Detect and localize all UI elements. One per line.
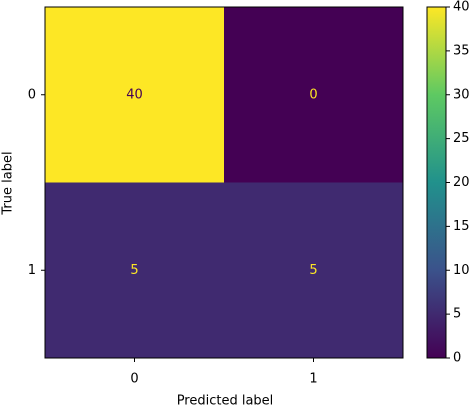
x-axis-label: Predicted label — [177, 394, 274, 408]
x-tick-label: 0 — [130, 372, 138, 387]
y-tick-label: 0 — [28, 87, 36, 102]
colorbar-tick-label: 40 — [453, 0, 470, 15]
cell — [45, 182, 224, 358]
colorbar-tick-label: 30 — [453, 87, 470, 102]
colorbar-tick-label: 0 — [453, 351, 461, 366]
cell-label: 0 — [309, 87, 317, 102]
plot-frame — [44, 6, 404, 359]
cell — [224, 182, 403, 358]
y-tick-label: 1 — [28, 263, 36, 278]
cell-label: 5 — [309, 263, 317, 278]
cell — [224, 7, 403, 183]
colorbar-tick-label: 5 — [453, 307, 461, 322]
colorbar-tick-label: 25 — [453, 131, 470, 146]
colorbar-tick-label: 10 — [453, 263, 470, 278]
colorbar-tick-label: 20 — [453, 175, 470, 190]
colorbar — [426, 6, 447, 359]
cell-label: 5 — [130, 263, 138, 278]
cell — [45, 7, 224, 183]
colorbar-tick-label: 15 — [453, 219, 470, 234]
cell-label: 40 — [126, 87, 143, 102]
x-tick-label: 1 — [309, 372, 317, 387]
colorbar-tick-label: 35 — [453, 43, 470, 58]
y-axis-label: True label — [1, 151, 16, 215]
